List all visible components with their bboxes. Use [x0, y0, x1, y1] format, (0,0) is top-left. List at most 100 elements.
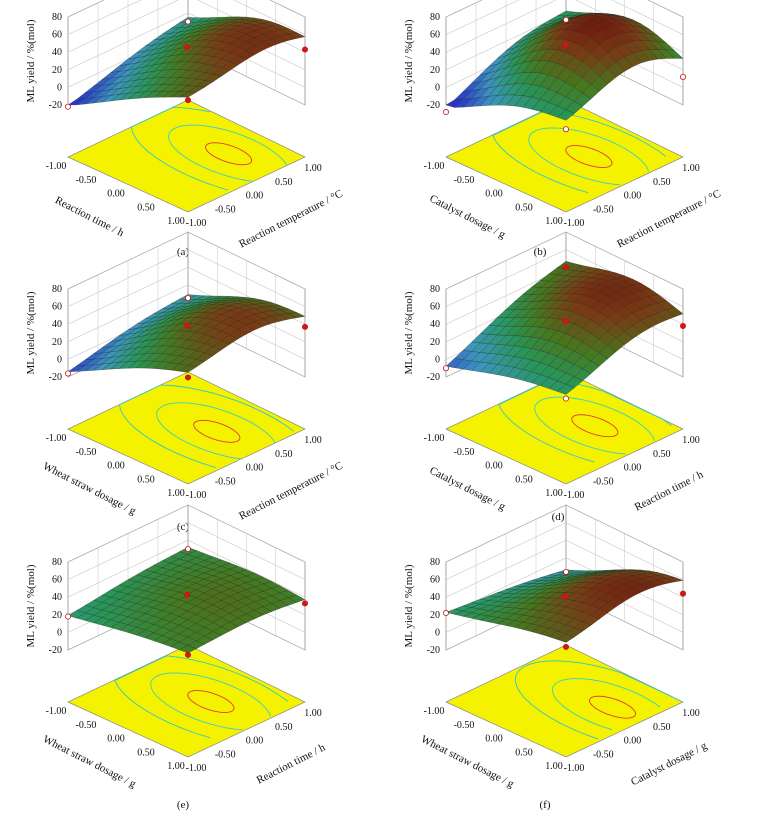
- z-tick-label: 40: [430, 319, 440, 330]
- x-tick-label: -0.50: [215, 749, 236, 760]
- wall-gridline: [445, 0, 684, 35]
- design-point: [562, 41, 569, 48]
- panel-d: -20 0 20 40 60 80 ML yield / %(mol) -1.00 -0.50 0…: [403, 231, 706, 514]
- z-tick-label: -20: [427, 645, 440, 656]
- contour-line-1: [205, 142, 253, 166]
- y-tick-label: -1.00: [46, 433, 67, 444]
- y-tick-label: 1.00: [545, 761, 563, 772]
- x-axis-label: Reaction time / h: [633, 468, 706, 513]
- x-tick-label: 0.50: [653, 449, 671, 460]
- x-axis-label: Reaction time / h: [255, 741, 328, 786]
- contour-line-2: [150, 672, 272, 731]
- z-tick-label: 20: [52, 610, 62, 621]
- design-point: [562, 264, 569, 271]
- design-point: [443, 109, 450, 116]
- z-tick-label: 0: [57, 82, 62, 93]
- z-axis-label: ML yield / %(mol): [403, 564, 415, 647]
- y-tick-label: 0.50: [515, 474, 533, 485]
- z-tick-label: 60: [430, 30, 440, 41]
- z-tick-label: 0: [57, 627, 62, 638]
- panel-b: -20 0 20 40 60 80 ML yield / %(mol) -1.00 -0.50 0…: [403, 0, 723, 250]
- z-tick-label: 0: [57, 354, 62, 365]
- z-axis-label: ML yield / %(mol): [403, 291, 415, 374]
- y-tick-label: -0.50: [454, 447, 475, 458]
- design-point: [443, 365, 450, 372]
- design-point: [184, 374, 191, 381]
- y-tick-label: -0.50: [454, 175, 475, 186]
- wall-gridline: [67, 0, 306, 35]
- design-point: [301, 46, 308, 53]
- wall-gridline: [67, 504, 306, 563]
- y-tick-label: 1.00: [167, 488, 185, 499]
- surface-patch: [178, 91, 197, 98]
- y-tick-label: 0.50: [515, 747, 533, 758]
- z-tick-label: 60: [430, 575, 440, 586]
- z-tick-label: 20: [430, 610, 440, 621]
- x-tick-label: 1.00: [682, 435, 700, 446]
- design-point: [184, 294, 191, 301]
- y-axis-label: Catalyst dosage / g: [427, 193, 507, 242]
- x-tick-label: -1.00: [564, 763, 585, 774]
- z-tick-label: 80: [52, 12, 62, 23]
- surface-patch: [179, 365, 197, 373]
- wall-gridline: [445, 231, 684, 290]
- design-point: [184, 97, 191, 104]
- x-tick-label: 1.00: [304, 435, 322, 446]
- x-tick-label: -1.00: [186, 218, 207, 229]
- y-tick-label: -1.00: [424, 706, 445, 717]
- design-point: [301, 600, 308, 607]
- y-tick-label: 0.50: [137, 474, 155, 485]
- x-tick-label: -1.00: [564, 490, 585, 501]
- y-tick-label: 1.00: [167, 216, 185, 227]
- y-tick-label: 1.00: [545, 488, 563, 499]
- contour-line-3: [118, 384, 294, 469]
- z-tick-label: 80: [52, 557, 62, 568]
- contour-floor: [445, 371, 684, 485]
- z-tick-label: 80: [430, 557, 440, 568]
- z-tick-label: 60: [52, 575, 62, 586]
- wall-gridline: [67, 12, 306, 71]
- z-tick-label: 0: [435, 627, 440, 638]
- z-tick-label: 40: [52, 319, 62, 330]
- z-tick-label: 60: [52, 302, 62, 313]
- y-tick-label: 0.00: [485, 734, 503, 745]
- y-axis-label: Catalyst dosage / g: [427, 465, 507, 514]
- z-tick-label: 40: [52, 592, 62, 603]
- design-point: [65, 103, 72, 110]
- contour-floor: [445, 644, 684, 758]
- contour-line-2: [156, 402, 276, 460]
- design-point: [443, 610, 450, 617]
- z-tick-label: 20: [430, 337, 440, 348]
- wall-gridline: [445, 522, 684, 580]
- x-tick-label: 0.00: [624, 463, 642, 474]
- response-surface: [445, 569, 684, 643]
- panel-f: -20 0 20 40 60 80 ML yield / %(mol) -1.00 -0.50 0…: [403, 504, 709, 791]
- z-tick-label: -20: [49, 372, 62, 383]
- y-tick-label: 0.50: [515, 202, 533, 213]
- contour-line-2: [551, 678, 661, 731]
- caption-d: (d): [552, 511, 565, 523]
- design-point: [562, 593, 569, 600]
- z-tick-label: 40: [52, 47, 62, 58]
- x-tick-label: 0.50: [653, 722, 671, 733]
- design-point: [184, 546, 191, 552]
- z-tick-label: 0: [435, 354, 440, 365]
- z-tick-label: -20: [49, 100, 62, 111]
- surface-patch: [179, 645, 197, 654]
- contour-line-3: [492, 110, 666, 194]
- response-surface: [445, 261, 684, 395]
- y-tick-label: -0.50: [76, 175, 97, 186]
- z-tick-label: 60: [52, 30, 62, 41]
- contour-line-1: [187, 690, 235, 713]
- z-tick-label: 0: [435, 82, 440, 93]
- x-axis-label: Catalyst dosage / g: [629, 740, 709, 789]
- y-tick-label: 0.00: [485, 189, 503, 200]
- design-point: [184, 18, 191, 25]
- caption-c: (c): [177, 521, 190, 533]
- response-surface: [67, 547, 306, 654]
- x-tick-label: 0.50: [275, 449, 293, 460]
- y-tick-label: 1.00: [167, 761, 185, 772]
- x-tick-label: 0.50: [275, 722, 293, 733]
- z-axis-label: ML yield / %(mol): [403, 19, 415, 102]
- design-point: [679, 322, 686, 329]
